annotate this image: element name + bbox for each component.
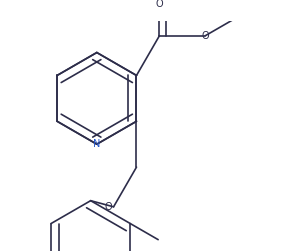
Text: N: N: [93, 139, 100, 149]
Text: O: O: [201, 31, 209, 41]
Text: O: O: [105, 202, 113, 212]
Text: O: O: [156, 0, 163, 9]
